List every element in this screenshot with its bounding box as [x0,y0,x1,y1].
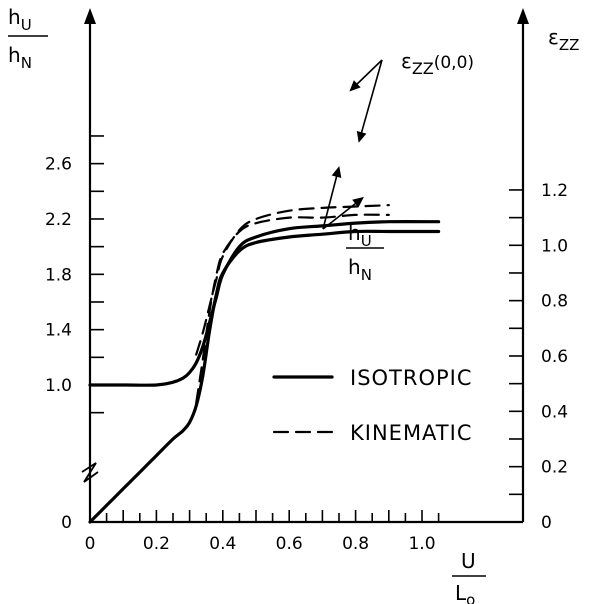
left-label-num: h [8,5,21,29]
legend-kinematic-label: KINEMATIC [350,421,472,445]
left-label-den: h [8,43,21,67]
tick-labels: 0 0.2 0.4 0.6 0.8 1.0 0 1.0 1.4 1.8 2.2 2.6 0 0.2 0.4 0… [45,155,568,554]
legend: ISOTROPIC KINEMATIC [272,366,473,445]
legend-isotropic-label: ISOTROPIC [350,366,473,390]
left-tick-label: 1.0 [45,376,72,396]
left-label-num-sub: U [21,16,32,34]
left-tick-label: 1.8 [45,265,72,285]
right-tick-label: 0.4 [541,402,568,422]
series-line-isotropic-hu-hn [88,220,441,387]
right-axis-label: εZZ [548,25,579,54]
right-tick-label: 0 [541,513,552,533]
x-tick-label: 0 [85,534,96,554]
series-line-kinematic-hu-hn [195,204,390,356]
annotation-hu-arrow-dashed [322,166,342,230]
right-tick-label: 0.6 [541,347,568,367]
annotation-hu-num: h [348,221,361,245]
annotation-hu-hn: hU hN [322,166,384,284]
right-tick-label: 1.0 [541,236,568,256]
x-tick-label: 0.8 [342,534,369,554]
left-axis-label: hU hN [8,5,48,72]
left-tick-label: 1.4 [45,321,72,341]
annotation-ezz-text: ε [401,49,412,73]
left-label-den-sub: N [21,54,32,72]
annotation-hu-den: h [348,255,361,279]
x-label-den-sub: o [466,591,475,604]
right-tick-label: 1.2 [541,181,568,201]
annotation-ezz-suffix: (0,0) [434,53,474,73]
right-label-main: ε [548,25,559,49]
annotation-ezz-sub: ZZ [412,59,434,78]
x-tick-label: 1.0 [408,534,435,554]
right-axis-arrow [517,8,529,24]
right-tick-label: 0.2 [541,458,568,478]
series-line-kinematic-ezz [195,213,390,405]
curves [88,204,441,524]
svg-text:hN: hN [348,255,372,284]
annotation-hu-arrow-solid [322,196,364,230]
left-tick-label: 0 [61,513,72,533]
annotation-hu-den-sub: N [361,266,372,284]
ticks [90,135,523,522]
x-tick-label: 0.4 [209,534,236,554]
series-line-isotropic-ezz [88,229,441,524]
right-tick-label: 0.8 [541,292,568,312]
left-tick-label: 2.2 [45,210,72,230]
left-tick-label: 2.6 [45,155,72,175]
annotation-ezz-arrow-solid [356,59,383,143]
axis-break-mark [81,462,99,483]
annotation-ezz-arrow-dashed [349,59,383,92]
x-tick-label: 0.6 [276,534,303,554]
right-label-sub: ZZ [559,36,580,54]
x-label-den: L [455,581,467,604]
x-tick-label: 0.2 [143,534,170,554]
annotation-ezz: εZZ(0,0) [349,49,474,143]
annotation-hu-num-sub: U [361,232,372,250]
left-axis-arrow [84,8,96,24]
svg-text:Lo: Lo [455,581,475,604]
svg-text:εZZ(0,0): εZZ(0,0) [401,49,474,78]
svg-text:hU: hU [8,5,32,34]
svg-text:hU: hU [348,221,372,250]
x-label-num: U [461,549,476,573]
x-axis-label: U Lo [452,549,486,604]
svg-text:hN: hN [8,43,32,72]
